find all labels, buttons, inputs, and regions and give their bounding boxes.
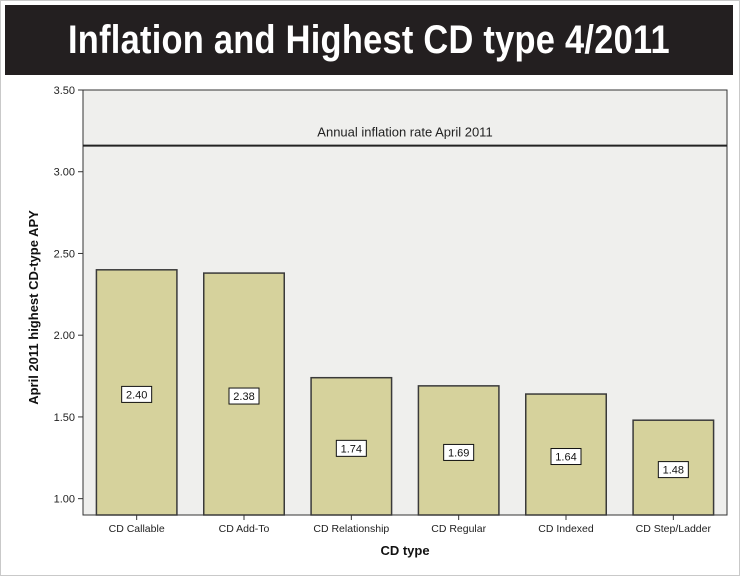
value-label-box (657, 461, 689, 479)
x-tick-label: CD Add-To (219, 523, 270, 535)
plot-background (82, 89, 728, 516)
value-label: 1.64 (555, 452, 576, 464)
bars-group: 2.40 2.38 1.74 1.69 1.64 1.48 (95, 269, 715, 516)
value-label-box (550, 448, 582, 466)
value-label-box (228, 387, 260, 405)
title-bar: Inflation and Highest CD type 4/2011 (5, 5, 733, 75)
value-label: 1.69 (448, 447, 469, 459)
chart-title: Inflation and Highest CD type 4/2011 (68, 17, 670, 62)
value-label: 2.40 (126, 389, 147, 401)
value-label: 1.74 (341, 443, 362, 455)
value-label-box (335, 439, 367, 457)
value-label: 2.38 (233, 391, 254, 403)
bar (525, 393, 607, 516)
y-axis-title: April 2011 highest CD-type APY (26, 210, 41, 405)
plot-area: Annual inflation rate April 2011 (82, 89, 728, 516)
x-tick-label: CD Relationship (313, 523, 389, 535)
value-label: 1.48 (663, 465, 684, 477)
y-tick-label: 2.50 (54, 248, 75, 260)
x-axis-title: CD type (380, 543, 429, 558)
x-tick-label: CD Regular (431, 523, 486, 535)
x-tick-label: CD Step/Ladder (636, 523, 712, 535)
inflation-reference-label: Annual inflation rate April 2011 (317, 125, 492, 140)
axes-group: CD Callable CD Add-To CD Relationship CD Re… (26, 85, 711, 558)
value-label-box (443, 443, 475, 461)
x-tick-label: CD Callable (109, 523, 165, 535)
x-tick-label: CD Indexed (538, 523, 594, 535)
y-tick-label: 2.00 (54, 330, 75, 342)
bar (632, 419, 715, 516)
y-tick-label: 1.00 (54, 494, 75, 506)
y-tick-label: 3.50 (54, 85, 75, 97)
y-tick-label: 1.50 (54, 412, 75, 424)
y-tick-label: 3.00 (54, 167, 75, 179)
value-label-box (121, 385, 153, 403)
